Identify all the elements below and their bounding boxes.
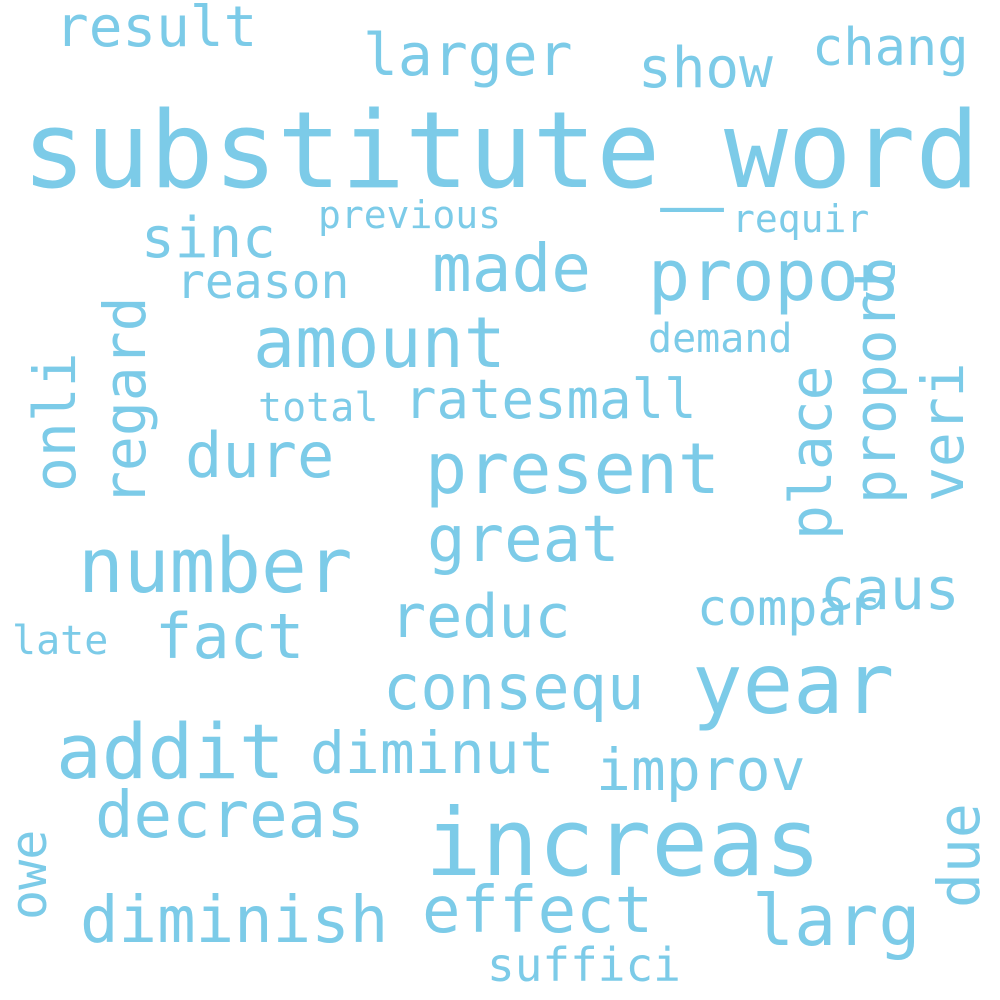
word-caus: caus <box>820 555 960 623</box>
word-reason: reason <box>176 254 350 310</box>
word-veri: due <box>925 803 993 908</box>
word-present: present <box>425 428 721 510</box>
word-due: compar <box>697 579 878 637</box>
word-reduc: reduc <box>390 582 571 652</box>
word-decreas: decreas <box>95 779 365 853</box>
word-place: proport <box>841 259 909 504</box>
word-fact: fact <box>155 600 305 673</box>
word-show: show <box>638 36 773 101</box>
word-demand: demand <box>648 316 793 362</box>
word-proport: veri <box>909 362 977 502</box>
word-owe: owe <box>0 829 58 920</box>
word-made: made <box>432 230 591 307</box>
word-onli: place <box>777 365 845 540</box>
word-late: late <box>12 618 109 664</box>
word-regard: regard <box>91 296 159 506</box>
word-amount: amount <box>253 302 506 384</box>
word-number: number <box>78 521 353 610</box>
word-previous: previous <box>318 193 502 237</box>
word-year: year <box>692 635 895 733</box>
word-addit: addit <box>56 707 285 796</box>
word-larg: larg <box>752 880 921 962</box>
word-increas: increas <box>425 789 822 898</box>
word-ratesmall: ratesmall <box>404 368 697 431</box>
word-total: total <box>258 385 379 431</box>
word-requir: requir <box>732 197 870 241</box>
word-substitute-word: substitute_word <box>22 89 980 212</box>
word-chang: chang <box>812 18 969 78</box>
word-suffici: suffici <box>487 938 681 992</box>
word-propos: propos <box>648 235 901 317</box>
word-consequ: consequ <box>383 651 645 724</box>
word-diminut: diminut <box>310 719 555 787</box>
word-sinc: sinc <box>141 206 276 271</box>
word-effect: effect <box>422 874 654 948</box>
word-dure: dure <box>185 419 335 492</box>
word-diminish: diminish <box>80 884 389 958</box>
word-improv: improv <box>596 736 806 804</box>
word-great: great <box>427 503 620 577</box>
word-compar: onli <box>21 352 89 492</box>
word-larger: larger <box>363 21 573 89</box>
word-result: result <box>55 0 258 60</box>
